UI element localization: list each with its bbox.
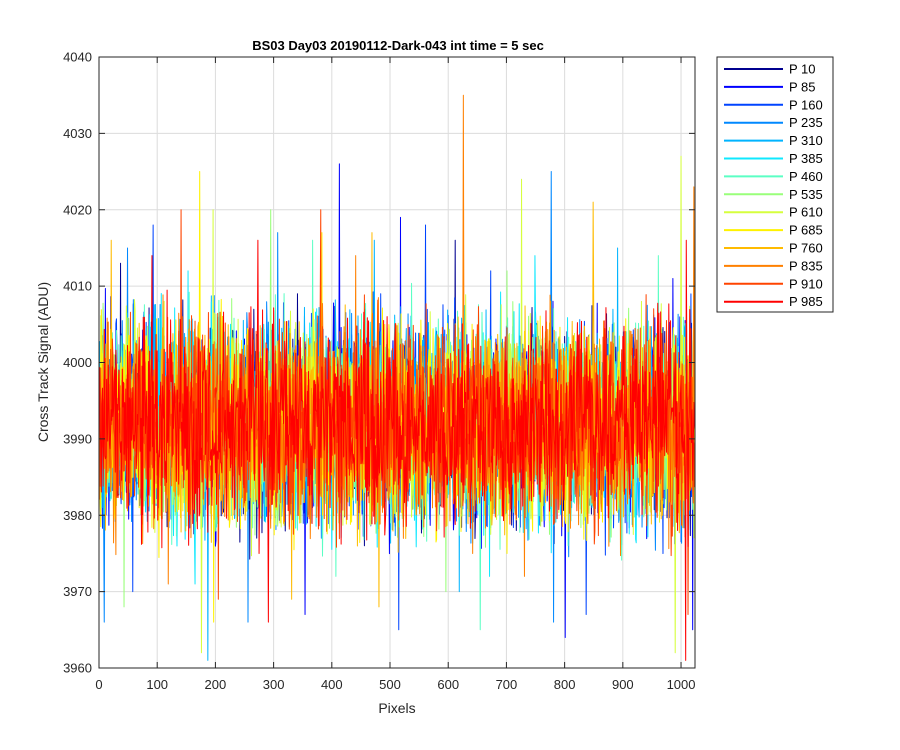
series-lines bbox=[99, 94, 696, 661]
x-tick-label: 700 bbox=[496, 677, 518, 692]
x-tick-label: 900 bbox=[612, 677, 634, 692]
x-tick-label: 1000 bbox=[667, 677, 696, 692]
x-axis-label: Pixels bbox=[378, 700, 415, 716]
legend-items: P 10 P 85 P 160 P 235 P 310 P 385 P 460 P 535 P … bbox=[724, 62, 823, 309]
legend-label: P 160 bbox=[789, 97, 823, 112]
x-tick-label: 400 bbox=[321, 677, 343, 692]
legend-label: P 85 bbox=[789, 79, 816, 94]
legend-label: P 610 bbox=[789, 205, 823, 220]
x-tick-label: 200 bbox=[205, 677, 227, 692]
legend-label: P 685 bbox=[789, 223, 823, 238]
x-tick-label: 500 bbox=[379, 677, 401, 692]
x-tick-label: 600 bbox=[437, 677, 459, 692]
y-tick-label: 4040 bbox=[63, 50, 92, 65]
y-tick-label: 3970 bbox=[63, 584, 92, 599]
y-tick-label: 4030 bbox=[63, 126, 92, 141]
legend-label: P 835 bbox=[789, 258, 823, 273]
legend-label: P 310 bbox=[789, 133, 823, 148]
y-tick-label: 4020 bbox=[63, 202, 92, 217]
chart-title: BS03 Day03 20190112-Dark-043 int time = … bbox=[252, 38, 544, 53]
y-axis-label: Cross Track Signal (ADU) bbox=[35, 282, 51, 442]
legend-label: P 985 bbox=[789, 294, 823, 309]
y-tick-label: 3960 bbox=[63, 661, 92, 676]
legend: P 10 P 85 P 160 P 235 P 310 P 385 P 460 P 535 P … bbox=[716, 56, 834, 313]
legend-box bbox=[716, 56, 834, 313]
plot-area bbox=[98, 56, 696, 669]
legend-label: P 910 bbox=[789, 276, 823, 291]
x-tick-label: 800 bbox=[554, 677, 576, 692]
series-line bbox=[99, 239, 696, 661]
legend-label: P 235 bbox=[789, 115, 823, 130]
legend-label: P 760 bbox=[789, 241, 823, 256]
y-tick-label: 3990 bbox=[63, 431, 92, 446]
y-tick-label: 4010 bbox=[63, 279, 92, 294]
legend-label: P 10 bbox=[789, 62, 816, 77]
y-tick-label: 4000 bbox=[63, 355, 92, 370]
x-tick-labels: 0 100 200 300 400 500 600 700 800 900 1000 bbox=[95, 677, 695, 692]
x-tick-label: 300 bbox=[263, 677, 285, 692]
y-tick-labels: 3960 3970 3980 3990 4000 4010 4020 4030 4040 bbox=[63, 50, 92, 676]
x-tick-label: 100 bbox=[146, 677, 168, 692]
legend-label: P 460 bbox=[789, 169, 823, 184]
x-tick-label: 0 bbox=[95, 677, 102, 692]
tick-marks bbox=[98, 56, 695, 669]
legend-label: P 385 bbox=[789, 151, 823, 166]
legend-label: P 535 bbox=[789, 187, 823, 202]
y-tick-label: 3980 bbox=[63, 508, 92, 523]
